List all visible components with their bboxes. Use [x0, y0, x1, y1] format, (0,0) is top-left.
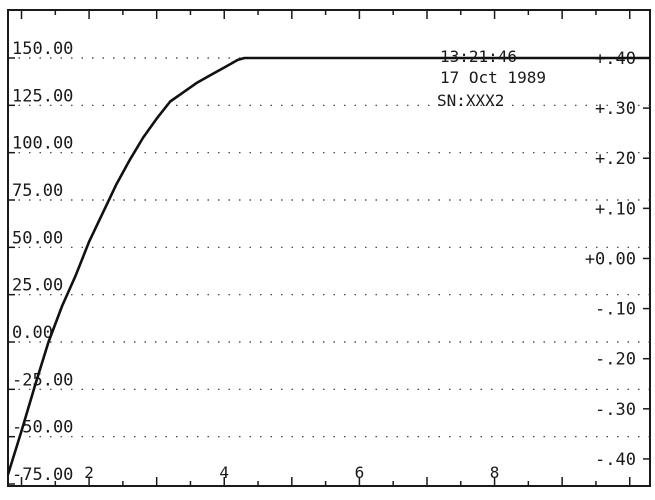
left-axis-tick-label: -75.00 — [12, 465, 73, 485]
left-axis-tick-label: 100.00 — [12, 134, 73, 154]
right-axis-tick-label: -.10 — [595, 300, 636, 320]
left-axis-tick-label: 75.00 — [12, 181, 63, 201]
left-axis-tick-label: 0.00 — [12, 323, 53, 343]
stamp-time: 13:21:46 — [440, 47, 517, 66]
right-axis-tick-label: +.20 — [595, 149, 636, 169]
plot-frame — [7, 9, 651, 487]
stamp-block: 13:21:46 17 Oct 1989 SN:XXX2 — [437, 47, 546, 110]
left-axis-tick-label: 25.00 — [12, 276, 63, 296]
left-axis-tick-label: -25.00 — [12, 370, 73, 390]
x-axis-tick-label: 4 — [219, 463, 229, 482]
stamp-serial: SN:XXX2 — [437, 91, 504, 110]
left-axis-tick-label: 150.00 — [12, 39, 73, 59]
x-axis-tick-label: 2 — [84, 463, 94, 482]
series-group — [6, 56, 650, 475]
left-axis-tick-label: 125.00 — [12, 86, 73, 106]
left-axis-labels: 150.00 125.00 100.00 75.00 50.00 25.00 0.00 -25… — [12, 39, 73, 485]
series-line — [6, 56, 650, 475]
frame-ticks — [8, 10, 650, 486]
right-axis-tick-label: +.30 — [595, 99, 636, 119]
right-axis-tick-label: +.10 — [595, 199, 636, 219]
left-axis-tick-label: 50.00 — [12, 228, 63, 248]
right-axis-labels: +.40+.30+.20+.10+0.00-.10-.20-.30-.40 — [585, 49, 636, 470]
right-axis-tick-label: -.40 — [595, 450, 636, 470]
right-axis-tick-label: -.20 — [595, 350, 636, 370]
right-axis-tick-label: -.30 — [595, 400, 636, 420]
stamp-date: 17 Oct 1989 — [440, 68, 546, 87]
left-axis-tick-label: -50.00 — [12, 418, 73, 438]
x-axis-tick-label: 8 — [490, 463, 500, 482]
right-axis-tick-label: +0.00 — [585, 249, 636, 269]
x-axis-tick-label: 6 — [355, 463, 365, 482]
x-axis-labels: 2 4 6 8 — [84, 463, 499, 482]
grid-lines — [8, 57, 650, 438]
